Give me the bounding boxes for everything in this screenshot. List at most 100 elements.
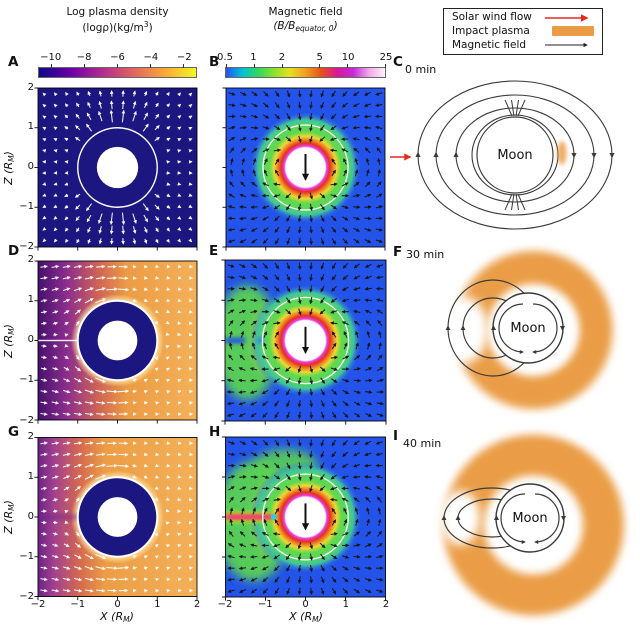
density-colorbar-title: Log plasma density (logρ)(kg/m3) [37,6,198,35]
y-tick-label: 1 [27,470,34,482]
x-tick-label: 0 [302,599,309,610]
axes-ticks [34,260,198,424]
colorbar-tick-mark [84,64,86,68]
panel-letter-c: C [393,54,403,70]
colorbar-tick-label: 25 [379,52,393,63]
y-tick-label: 0 [27,334,34,345]
magnetic-colorbar [225,64,386,78]
y-tick-label: −2 [19,590,34,602]
panel-letter-f: F [393,244,403,260]
legend-box: Solar wind flow Impact plasma Magnetic f… [443,8,603,55]
y-tick-label: −1 [19,374,34,386]
solar-wind-arrow-icon [544,12,594,24]
magnetic-colorbar-units: (B/Bequator, 0) [273,19,338,33]
panel-letter-g: G [8,424,20,440]
wake-streak [38,514,83,520]
boundary-circle [262,124,349,211]
panel-h-magnetic-plot [221,436,386,601]
colorbar-tick-label: 10 [341,52,355,63]
impact-plasma-spot [557,141,567,165]
y-tick-label: 2 [27,81,34,93]
legend-item-magnetic-field: Magnetic field [452,39,594,52]
jet-tip-spot [270,514,277,520]
colorbar-tick-mark [51,64,53,68]
panel-letter-h: H [209,424,221,440]
legend-label-magnetic-field: Magnetic field [452,38,527,51]
colorbar-tick-mark [149,64,151,68]
colorbar-tick-mark [281,64,283,68]
boundary-circle [261,296,350,385]
colorbar-tick-mark [182,64,184,68]
boundary-circle [77,127,158,208]
y-tick-label: −2 [19,240,34,252]
moon-disk [97,320,138,361]
axes-ticks [222,87,386,251]
colorbar-tick-label: −8 [76,52,92,63]
axes-ticks [221,259,387,425]
legend-label-impact-plasma: Impact plasma [452,24,530,37]
x-tick-label: 2 [382,599,390,610]
time-label-30min: 30 min [406,248,445,261]
upstream-white-line [38,339,78,342]
x-tick-label: 1 [342,599,349,610]
z-axis-label-row3: Z (RM) [2,500,16,534]
circulation-arc-right [534,493,560,545]
y-tick-label: 1 [27,121,34,133]
time-label-40min: 40 min [403,437,442,450]
time-label-0min: 0 min [405,63,437,76]
x-tick-label: −2 [30,599,46,610]
y-tick-label: 2 [27,430,34,442]
impact-plasma-swatch-icon [552,26,594,37]
colorbar-tick-mark [318,64,320,68]
panel-letter-b: B [209,54,220,70]
moon-disk [96,146,139,189]
colorbar-tick-mark [117,64,118,68]
colorbar-tick-label: 0.5 [217,52,233,63]
panel-e-magnetic-plot [221,259,387,425]
svgH-content [225,437,386,597]
axes-ticks [34,437,198,601]
y-tick-label: −2 [19,414,34,426]
moon-label: Moon [510,321,545,336]
panel-g-density-plot [34,437,198,601]
circulation-arc-right [532,303,558,355]
y-tick-label: 1 [27,293,34,305]
magnetic-colorbar-ticks: 0.5 1 2 5 10 25 [217,52,392,64]
x-tick-label: 2 [193,599,201,610]
legend-label-solar-wind: Solar wind flow [452,11,532,24]
legend-item-impact-plasma: Impact plasma [452,25,594,38]
colorbar-tick-label: −4 [143,52,159,63]
x-tick-label: −1 [257,599,273,610]
colorbar-tick-label: −2 [176,52,192,63]
density-colorbar-ticks: −10 −8 −6 −4 −2 [38,52,197,64]
colorbar-tick-label: 1 [250,52,257,63]
z-axis-label-row2: Z (RM) [2,324,16,358]
x-tick-label: 0 [114,599,121,610]
dipole-field-lines [415,80,615,230]
density-colorbar [38,64,197,78]
panel-a-density-plot [34,87,198,251]
panel-letter-i: I [393,428,399,444]
colorbar-tick-mark [253,64,255,68]
equatorial-blue-wedge [225,337,246,344]
x-tick-label: −2 [217,599,233,610]
y-tick-label: 0 [27,161,34,172]
y-tick-label: −1 [19,200,34,212]
magnetic-field-arrow-icon [544,39,594,51]
colorbar-tick-label: 5 [316,52,323,63]
panel-d-density-plot [34,260,198,424]
moon-label: Moon [512,511,547,526]
circulation-arc-left [500,493,526,545]
panel-letter-a: A [8,54,19,70]
y-tick-label: 0 [27,510,34,522]
density-colorbar-title-line1: Log plasma density [66,6,169,18]
y-tick-label: −1 [19,550,34,562]
panel-c-schematic: Moon [390,80,615,230]
svgB-content [226,88,385,247]
circulation-arc-left [498,303,524,355]
colorbar-tick-label: −10 [40,52,62,63]
boundary-circle [262,473,349,561]
colorbar-tick-label: −6 [110,52,125,63]
svgG-content [38,437,197,597]
